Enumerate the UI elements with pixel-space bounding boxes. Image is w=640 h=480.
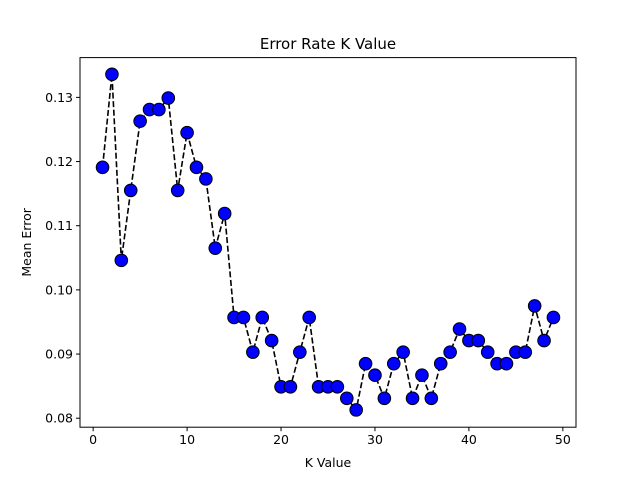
data-point: [283, 379, 298, 394]
axes-frame: [79, 57, 577, 428]
x-tick-label: 40: [461, 432, 477, 447]
data-point: [199, 172, 213, 186]
data-point: [537, 333, 551, 348]
x-tick-label: 50: [555, 432, 571, 447]
data-point: [152, 102, 166, 117]
x-tick-label: 30: [367, 432, 383, 447]
plot-area: [95, 67, 561, 417]
y-tick-label: 0.09: [45, 347, 73, 362]
data-point: [518, 345, 533, 359]
data-point: [443, 345, 457, 359]
y-axis-label: Mean Error: [19, 207, 34, 276]
data-point: [255, 310, 270, 325]
data-point: [180, 125, 194, 140]
y-tick-label: 0.12: [45, 154, 73, 169]
data-point: [170, 183, 185, 198]
data-point: [546, 310, 561, 325]
data-point: [293, 345, 307, 359]
data-point: [114, 253, 129, 268]
data-point: [424, 391, 439, 406]
chart-title: Error Rate K Value: [260, 35, 396, 53]
data-point: [527, 299, 542, 313]
data-point: [405, 391, 420, 406]
y-tick-label: 0.10: [45, 282, 73, 297]
data-point: [471, 333, 486, 348]
data-point: [217, 206, 232, 221]
x-tick-label: 20: [273, 432, 289, 447]
data-point: [264, 333, 279, 348]
data-point: [302, 310, 317, 325]
x-tick-label: 0: [89, 432, 97, 447]
data-point: [358, 356, 373, 371]
y-tick-label: 0.08: [45, 411, 73, 426]
x-axis-label: K Value: [305, 455, 352, 470]
data-point: [189, 160, 204, 175]
data-point: [415, 368, 429, 383]
data-point: [246, 345, 260, 359]
data-point: [452, 322, 467, 336]
data-point: [433, 356, 448, 371]
data-point: [339, 391, 354, 406]
data-point: [105, 67, 119, 82]
y-axis: 0.08 0.09 0.10 0.11 0.12 0.13: [45, 90, 80, 426]
x-tick-label: 10: [179, 432, 195, 447]
data-point: [480, 345, 495, 359]
data-point: [377, 391, 392, 406]
data-point: [95, 160, 110, 175]
y-tick-label: 0.13: [45, 90, 73, 105]
data-point: [499, 356, 514, 371]
data-point: [133, 114, 147, 128]
data-point: [330, 379, 345, 394]
data-point: [123, 183, 138, 198]
data-point: [349, 403, 363, 417]
y-tick-label: 0.11: [45, 218, 73, 233]
data-point: [208, 241, 223, 255]
data-point: [161, 91, 176, 105]
data-point: [396, 345, 410, 359]
data-point: [368, 368, 382, 383]
data-point: [236, 310, 251, 325]
x-axis: 0 10 20 30 40 50: [89, 427, 571, 447]
data-point: [386, 356, 401, 371]
